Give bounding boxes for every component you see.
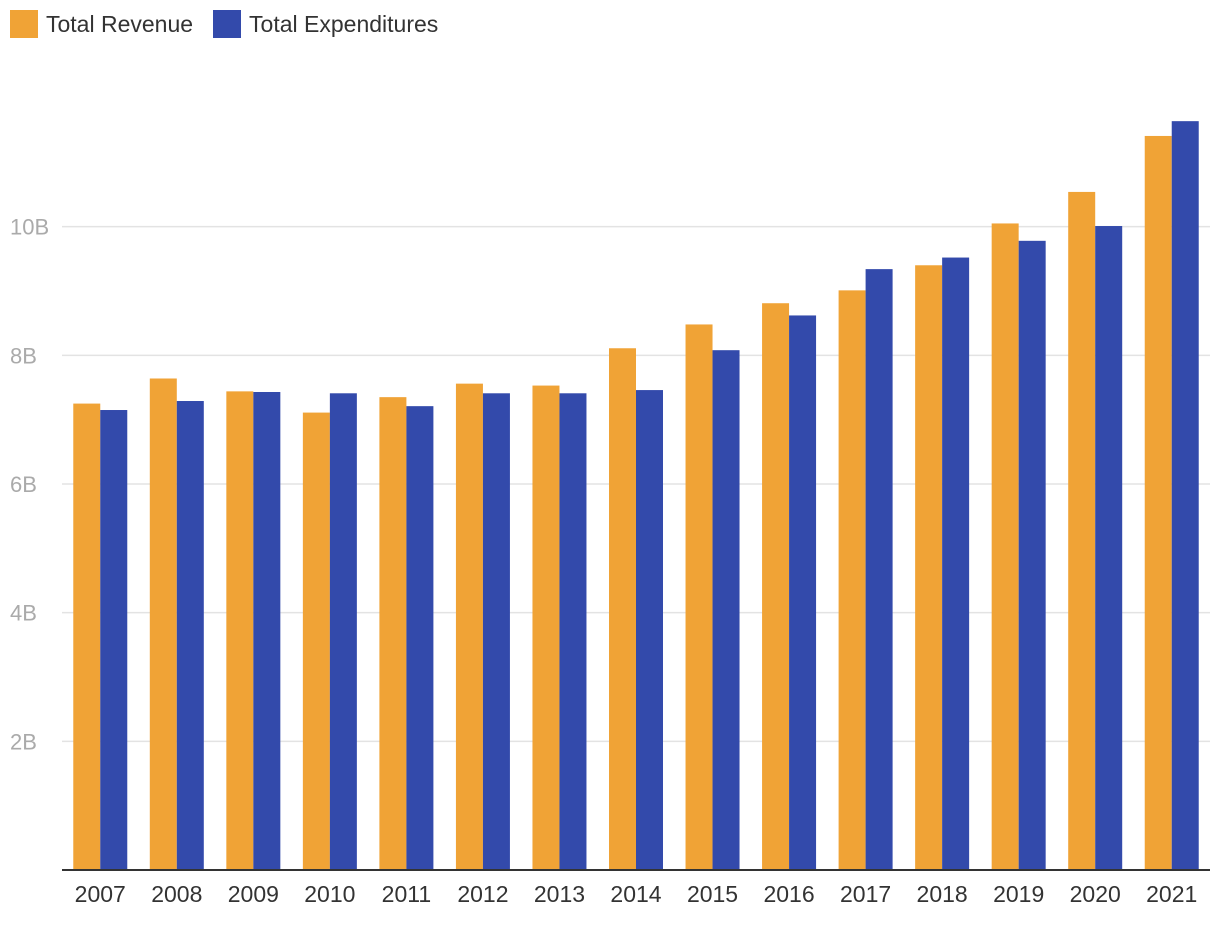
x-tick-label-2016: 2016 [763, 881, 814, 907]
legend-item-expenditures[interactable]: Total Expenditures [213, 10, 438, 38]
bar-expenditures-2010[interactable] [329, 393, 357, 870]
bar-expenditures-2014[interactable] [636, 390, 663, 870]
bar-expenditures-2011[interactable] [406, 406, 434, 870]
bar-expenditures-2008[interactable] [176, 401, 204, 870]
x-tick-label-2021: 2021 [1146, 881, 1197, 907]
legend-swatch-revenue [10, 10, 38, 38]
bar-expenditures-2007[interactable] [100, 410, 128, 870]
bar-revenue-2018[interactable] [915, 265, 943, 870]
bar-expenditures-2015[interactable] [712, 350, 740, 871]
bar-expenditures-2019[interactable] [1018, 240, 1046, 870]
bar-expenditures-2018[interactable] [942, 257, 970, 871]
bar-revenue-2017[interactable] [838, 290, 866, 870]
x-tick-label-2009: 2009 [228, 881, 279, 907]
x-tick-label-2007: 2007 [75, 881, 126, 907]
y-tick-label-10: 10B [10, 215, 49, 240]
y-tick-label-4: 4B [10, 601, 37, 626]
bar-revenue-2014[interactable] [609, 348, 636, 870]
bar-revenue-2007[interactable] [73, 403, 101, 870]
legend-item-revenue[interactable]: Total Revenue [10, 10, 193, 38]
bar-expenditures-2009[interactable] [253, 392, 281, 870]
bar-revenue-2009[interactable] [226, 391, 254, 870]
legend: Total Revenue Total Expenditures [10, 10, 438, 38]
bar-revenue-2008[interactable] [149, 378, 177, 870]
bar-revenue-2013[interactable] [532, 385, 560, 870]
bar-revenue-2015[interactable] [685, 324, 713, 870]
x-tick-label-2013: 2013 [534, 881, 585, 907]
y-tick-label-6: 6B [10, 472, 37, 497]
bar-revenue-2010[interactable] [302, 412, 330, 870]
x-tick-label-2011: 2011 [382, 881, 431, 907]
y-tick-label-2: 2B [10, 729, 37, 754]
x-tick-label-2019: 2019 [993, 881, 1044, 907]
legend-label-expenditures: Total Expenditures [249, 10, 439, 37]
bar-revenue-2019[interactable] [991, 223, 1019, 870]
x-tick-label-2012: 2012 [457, 881, 508, 907]
x-tick-label-2015: 2015 [687, 881, 738, 907]
x-tick-label-2018: 2018 [917, 881, 968, 907]
bar-expenditures-2012[interactable] [482, 393, 510, 870]
legend-swatch-expenditures [213, 10, 242, 38]
x-tick-label-2010: 2010 [304, 881, 355, 907]
bar-expenditures-2013[interactable] [559, 393, 587, 870]
y-tick-label-8: 8B [10, 343, 37, 368]
bar-revenue-2011[interactable] [379, 397, 407, 870]
bar-revenue-2021[interactable] [1144, 135, 1172, 870]
bar-revenue-2020[interactable] [1068, 191, 1096, 871]
x-tick-label-2014: 2014 [610, 881, 661, 907]
bar-expenditures-2016[interactable] [789, 315, 817, 870]
bar-expenditures-2017[interactable] [865, 269, 893, 870]
bar-expenditures-2020[interactable] [1095, 226, 1123, 871]
bar-expenditures-2021[interactable] [1171, 121, 1199, 870]
legend-label-revenue: Total Revenue [46, 10, 194, 37]
bar-revenue-2016[interactable] [762, 303, 790, 870]
x-tick-label-2017: 2017 [840, 881, 891, 907]
bar-revenue-2012[interactable] [455, 383, 483, 870]
x-tick-label-2020: 2020 [1070, 881, 1121, 907]
x-tick-label-2008: 2008 [151, 881, 202, 907]
